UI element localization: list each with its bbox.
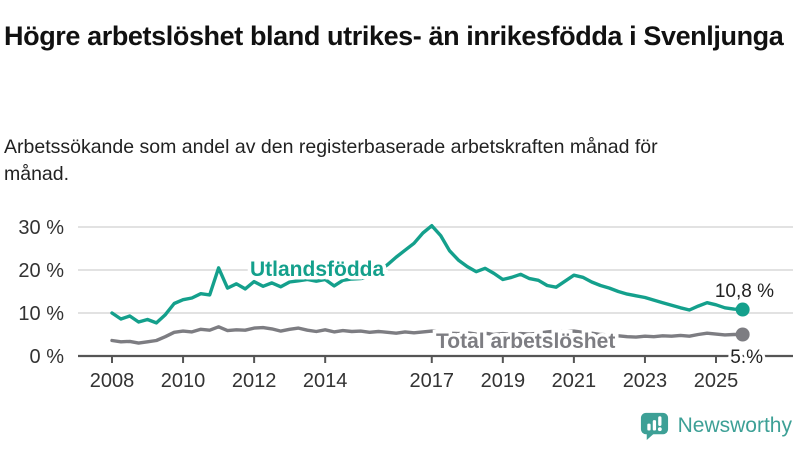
x-tick-label: 2017 — [410, 370, 455, 392]
brand-name: Newsworthy — [677, 413, 792, 437]
bar-chart-speech-bubble-icon — [640, 412, 668, 441]
series-line-utlandsfodda — [110, 224, 745, 325]
y-tick-label: 10 % — [18, 303, 64, 325]
x-tick-label: 2014 — [303, 370, 348, 392]
x-tick-label: 2023 — [623, 370, 668, 392]
unemployment-line-chart: 0 % 10 % 20 % 30 % 2008 2010 2012 2014 2017 2019 2… — [18, 217, 793, 392]
series-line-total — [110, 325, 745, 345]
y-tick-label: 0 % — [30, 346, 65, 368]
end-value-label-utlandsfodda: 10,8 % — [715, 281, 774, 302]
y-tick-label: 30 % — [18, 217, 64, 239]
x-tick-label: 2019 — [481, 370, 526, 392]
series-label: Utlandsfödda — [250, 258, 384, 281]
y-tick-label: 20 % — [18, 260, 64, 282]
series-end-dot — [735, 302, 750, 317]
x-tick-label: 2025 — [694, 370, 739, 392]
x-tick-label: 2021 — [552, 370, 597, 392]
end-value-label-total: 5.% — [730, 347, 763, 368]
x-tick-label: 2012 — [232, 370, 277, 392]
series-label: Total arbetslöshet — [436, 330, 615, 353]
newsworthy-logo[interactable]: Newsworthy — [639, 410, 792, 441]
x-tick-label: 2010 — [161, 370, 206, 392]
series-end-dot — [735, 327, 750, 342]
x-tick-label: 2008 — [90, 370, 135, 392]
page-title: Högre arbetslöshet bland utrikes- än inr… — [4, 21, 784, 52]
page-subtitle: Arbetssökande som andel av den registerb… — [4, 135, 658, 186]
